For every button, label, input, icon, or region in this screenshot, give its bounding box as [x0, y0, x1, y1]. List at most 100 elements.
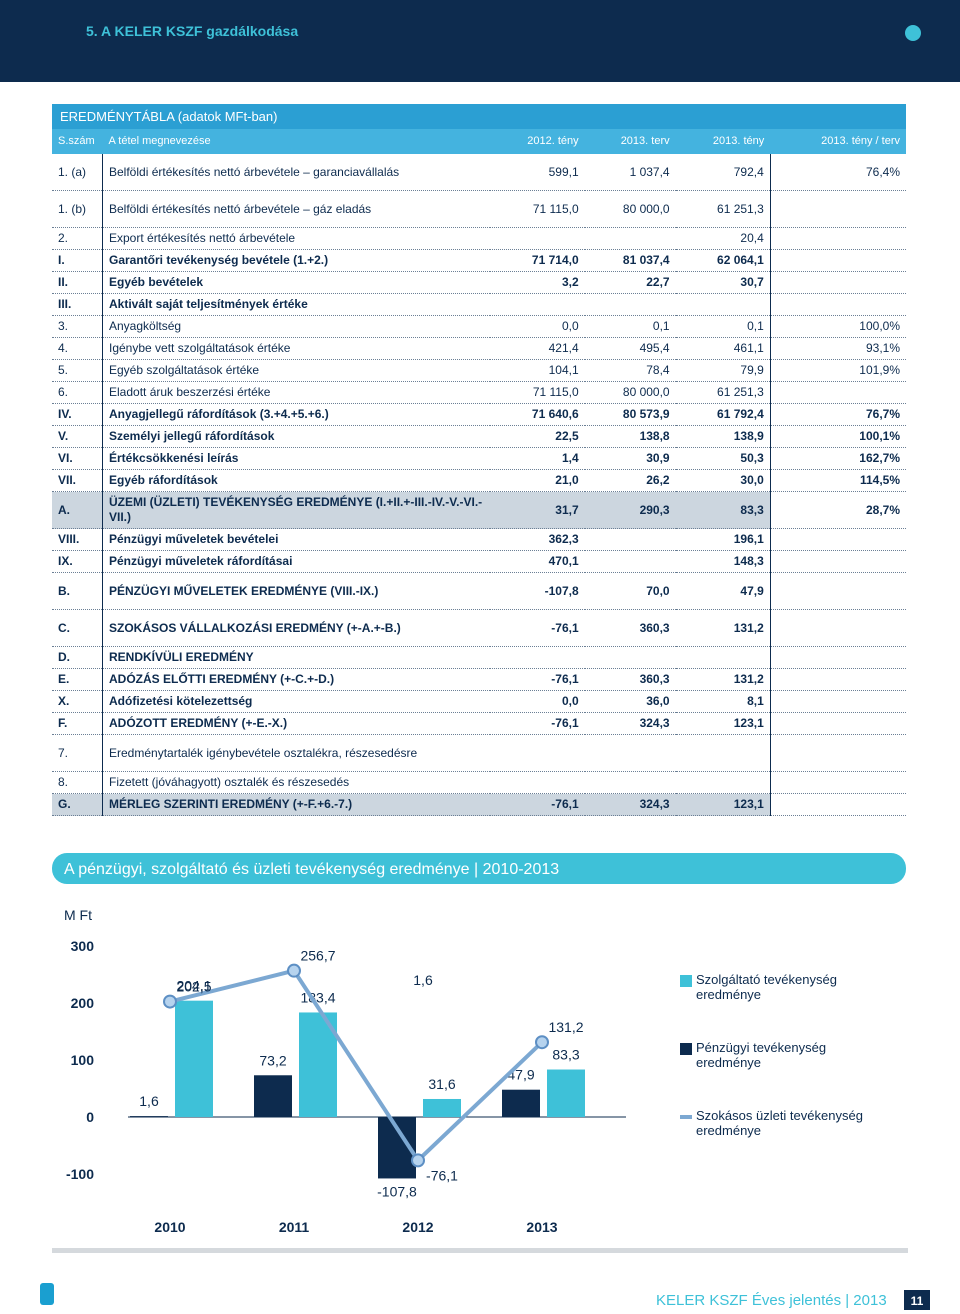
data-label: 204,1 [176, 978, 211, 994]
data-label: 202,5 [176, 979, 211, 995]
table-cell: Személyi jellegű ráfordítások [102, 425, 490, 448]
bar [130, 1116, 168, 1118]
page-box [904, 1290, 930, 1310]
table-cell: IX. [52, 550, 103, 573]
table-cell [675, 771, 771, 794]
table-row: 1. (a) Belföldi értékesítés nettó árbevét… [52, 154, 906, 191]
legend-label: Szolgáltató tevékenység eredménye [696, 972, 837, 1002]
table-cell: SZOKÁSOS VÁLLALKOZÁSI EREDMÉNY (+-A.+-B.… [102, 609, 490, 647]
table-cell [770, 646, 906, 669]
table-cell: Eladott áruk beszerzési értéke [102, 381, 490, 404]
chart-title: A pénzügyi, szolgáltató és üzleti tevéke… [64, 861, 559, 878]
table-cell [490, 734, 585, 772]
table-cell: 7. [52, 734, 103, 772]
legend-label: Pénzügyi tevékenység eredménye [696, 1040, 827, 1070]
table-cell: 76,7% [770, 403, 906, 426]
table-cell [770, 793, 906, 816]
table-cell: 360,3 [584, 609, 676, 647]
x-tick-label: 2011 [279, 1219, 310, 1235]
footer-icon [40, 1283, 54, 1305]
table-cell [584, 227, 676, 250]
table-cell [770, 690, 906, 713]
table-cell [675, 293, 771, 316]
annotation: 1,6 [413, 972, 433, 988]
table-cell: -76,1 [490, 712, 585, 735]
x-tick-label: 2010 [154, 1219, 185, 1235]
table-cell: 61 251,3 [675, 190, 771, 228]
table-row: V. Személyi jellegű ráfordítások 22,5 138,8… [52, 425, 906, 448]
table-cell: 101,9% [770, 359, 906, 382]
table-cell: 80 000,0 [584, 190, 676, 228]
table-cell [584, 528, 676, 551]
table-cell: 61 251,3 [675, 381, 771, 404]
table-cell: 71 115,0 [490, 381, 585, 404]
table-cell: Egyéb bevételek [102, 271, 490, 294]
table-cell [770, 528, 906, 551]
table-cell: 71 115,0 [490, 190, 585, 228]
legend-item: Szokásos üzleti tevékenység eredménye [680, 1108, 866, 1138]
table-row: VIII. Pénzügyi műveletek bevételei 362,3 19… [52, 528, 906, 551]
table-row: X. Adófizetési kötelezettség 0,0 36,0 8,1 [52, 690, 906, 713]
table-cell: 324,3 [584, 793, 676, 816]
column-header: 2013. tény / terv [770, 129, 906, 154]
line [169, 968, 544, 1164]
data-label: -107,8 [377, 1183, 417, 1199]
header-title: 5. A KELER KSZF gazdálkodása [86, 23, 298, 39]
table-cell: 80 000,0 [584, 381, 676, 404]
table-row: 1. (b) Belföldi értékesítés nettó árbevét… [52, 190, 906, 228]
table-cell: Eredménytartalék igénybevétele osztalékr… [102, 734, 490, 772]
page-number: 11 [911, 1294, 924, 1308]
table-cell: 148,3 [675, 550, 771, 573]
legend-item: Szolgáltató tevékenység eredménye [680, 972, 866, 1002]
table-cell: 70,0 [584, 572, 676, 610]
table-cell: 71 714,0 [490, 249, 585, 272]
income-table: EREDMÉNYTÁBLA (adatok MFt-ban) S.szám A té… [52, 104, 906, 816]
table-row: B. PÉNZÜGYI MŰVELETEK EREDMÉNYE (VIII.-IX… [52, 572, 906, 610]
legend-item: Pénzügyi tevékenység eredménye [680, 1040, 866, 1070]
table-cell [770, 668, 906, 691]
table-row: IX. Pénzügyi műveletek ráfordításai 470,1 1… [52, 550, 906, 573]
table-row: 4. Igénybe vett szolgáltatások értéke 421,… [52, 337, 906, 360]
table-row: E. ADÓZÁS ELŐTTI EREDMÉNY (+-C.+-D.) -76,1… [52, 668, 906, 691]
table-cell: 123,1 [675, 712, 771, 735]
table-cell: 28,7% [770, 491, 906, 529]
table-cell: 290,3 [584, 491, 676, 529]
table-cell: 421,4 [490, 337, 585, 360]
bar [423, 1098, 461, 1117]
y-tick-label: -100 [66, 1166, 94, 1182]
table-cell: 20,4 [675, 227, 771, 250]
table-cell [770, 293, 906, 316]
data-label: 31,6 [428, 1076, 455, 1092]
table-cell: Értékcsökkenési leírás [102, 447, 490, 470]
column-header: 2013. terv [584, 129, 676, 154]
table-cell: -76,1 [490, 609, 585, 647]
table-cell: ADÓZOTT EREDMÉNY (+-E.-X.) [102, 712, 490, 735]
table-title: EREDMÉNYTÁBLA (adatok MFt-ban) [52, 104, 906, 129]
table-cell: 4. [52, 337, 103, 360]
table-cell: 100,0% [770, 315, 906, 338]
table-cell: Adófizetési kötelezettség [102, 690, 490, 713]
table-cell: 93,1% [770, 337, 906, 360]
table-cell: PÉNZÜGYI MŰVELETEK EREDMÉNYE (VIII.-IX.) [102, 572, 490, 610]
table-cell: 31,7 [490, 491, 585, 529]
table-cell: Pénzügyi műveletek bevételei [102, 528, 490, 551]
table-cell: 21,0 [490, 469, 585, 492]
line-marker [163, 994, 177, 1009]
table-cell: 8. [52, 771, 103, 794]
table-cell: E. [52, 668, 103, 691]
table-cell [770, 227, 906, 250]
y-tick-label: 200 [71, 995, 95, 1011]
table-cell: VII. [52, 469, 103, 492]
table-cell: VIII. [52, 528, 103, 551]
table-cell: Anyagköltség [102, 315, 490, 338]
table-cell: Fizetett (jóváhagyott) osztalék és része… [102, 771, 490, 794]
table-row: 2. Export értékesítés nettó árbevétele 20,… [52, 227, 906, 250]
table-cell: 360,3 [584, 668, 676, 691]
table-row: 5. Egyéb szolgáltatások értéke 104,1 78,4 79… [52, 359, 906, 382]
table-cell: 26,2 [584, 469, 676, 492]
table-cell: A. [52, 491, 103, 529]
table-cell [770, 712, 906, 735]
table-row: 6. Eladott áruk beszerzési értéke 71 115,0… [52, 381, 906, 404]
table-cell: 138,9 [675, 425, 771, 448]
x-tick-label: 2012 [402, 1219, 433, 1235]
